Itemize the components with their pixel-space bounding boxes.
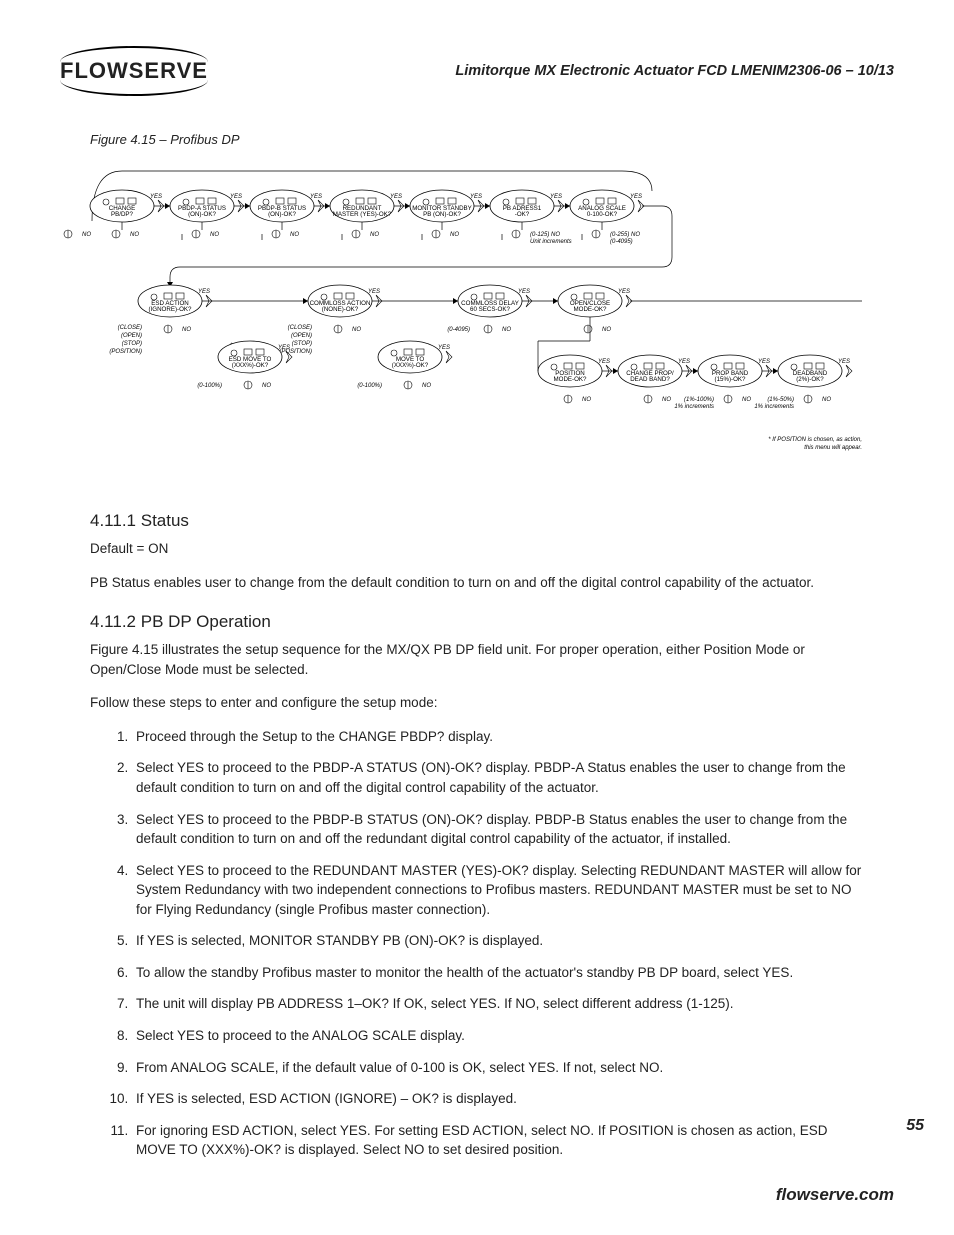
- svg-text:NO: NO: [290, 232, 299, 238]
- svg-text:NO: NO: [422, 383, 431, 389]
- body-content: 4.11.1 Status Default = ON PB Status ena…: [60, 511, 894, 1160]
- status-desc: PB Status enables user to change from th…: [90, 573, 864, 593]
- svg-text:NO: NO: [370, 232, 379, 238]
- svg-text:YES: YES: [838, 359, 850, 365]
- svg-text:NO: NO: [130, 232, 139, 238]
- svg-text:(ON)-OK?: (ON)-OK?: [188, 211, 216, 218]
- svg-text:60 SECS-OK?: 60 SECS-OK?: [470, 306, 510, 313]
- svg-text:MODE-OK?: MODE-OK?: [573, 306, 607, 313]
- svg-text:(STOP): (STOP): [292, 341, 312, 347]
- step-item: Select YES to proceed to the REDUNDANT M…: [132, 861, 864, 920]
- step-item: Select YES to proceed to the PBDP-A STAT…: [132, 758, 864, 797]
- document-title: Limitorque MX Electronic Actuator FCD LM…: [455, 63, 894, 79]
- svg-text:(NONE)-OK?: (NONE)-OK?: [322, 306, 359, 313]
- svg-text:(15%)-OK?: (15%)-OK?: [715, 376, 747, 383]
- step-item: For ignoring ESD ACTION, select YES. For…: [132, 1121, 864, 1160]
- svg-text:NO: NO: [822, 397, 831, 403]
- page-header: FLOWSERVE Limitorque MX Electronic Actua…: [60, 50, 894, 92]
- svg-text:YES: YES: [230, 194, 242, 200]
- svg-text:(0-100%): (0-100%): [197, 383, 222, 389]
- svg-text:NO: NO: [210, 232, 219, 238]
- svg-text:(0-100%): (0-100%): [357, 383, 382, 389]
- svg-text:(OPEN): (OPEN): [291, 333, 312, 339]
- svg-text:NO: NO: [182, 327, 191, 333]
- step-item: From ANALOG SCALE, if the default value …: [132, 1058, 864, 1078]
- steps-list: Proceed through the Setup to the CHANGE …: [90, 727, 864, 1160]
- svg-text:YES: YES: [310, 194, 322, 200]
- svg-text:(XXX%)-OK?: (XXX%)-OK?: [232, 362, 269, 369]
- step-item: The unit will display PB ADDRESS 1–OK? I…: [132, 994, 864, 1014]
- svg-text:NO: NO: [662, 397, 671, 403]
- step-item: If YES is selected, ESD ACTION (IGNORE) …: [132, 1089, 864, 1109]
- svg-text:NO: NO: [582, 397, 591, 403]
- flowserve-logo: FLOWSERVE: [60, 50, 208, 92]
- step-item: If YES is selected, MONITOR STANDBY PB (…: [132, 931, 864, 951]
- svg-text:NO: NO: [502, 327, 511, 333]
- svg-text:(1%-50%): (1%-50%): [767, 397, 794, 403]
- svg-text:MASTER (YES)-OK?: MASTER (YES)-OK?: [333, 211, 392, 218]
- svg-text:NO: NO: [262, 383, 271, 389]
- svg-text:YES: YES: [758, 359, 770, 365]
- svg-text:(STOP): (STOP): [122, 341, 142, 347]
- step-item: Select YES to proceed to the PBDP-B STAT…: [132, 810, 864, 849]
- step-item: Proceed through the Setup to the CHANGE …: [132, 727, 864, 747]
- svg-text:YES: YES: [518, 289, 530, 295]
- svg-text:(OPEN): (OPEN): [121, 333, 142, 339]
- section-4-11-2-heading: 4.11.2 PB DP Operation: [90, 612, 864, 632]
- svg-text:YES: YES: [278, 345, 290, 351]
- svg-text:YES: YES: [438, 345, 450, 351]
- svg-text:(0-125) NO: (0-125) NO: [530, 232, 560, 238]
- svg-text:YES: YES: [598, 359, 610, 365]
- svg-text:(CLOSE): (CLOSE): [118, 325, 142, 331]
- svg-text:YES: YES: [630, 194, 642, 200]
- svg-text:YES: YES: [678, 359, 690, 365]
- svg-text:this menu will appear.: this menu will appear.: [804, 445, 862, 451]
- svg-text:DEAD BAND?: DEAD BAND?: [630, 376, 670, 383]
- svg-text:(0-255) NO: (0-255) NO: [610, 232, 640, 238]
- svg-text:NO: NO: [450, 232, 459, 238]
- svg-text:(XXX%)-OK?: (XXX%)-OK?: [392, 362, 429, 369]
- svg-text:(2%)-OK?: (2%)-OK?: [796, 376, 824, 383]
- svg-text:(0-4095): (0-4095): [447, 327, 470, 333]
- svg-text:(POSITION): (POSITION): [109, 349, 142, 355]
- svg-text:YES: YES: [618, 289, 630, 295]
- svg-text:* If POSITION is chosen, as ac: * If POSITION is chosen, as action,: [768, 437, 862, 443]
- svg-text:(IGNORE)-OK?: (IGNORE)-OK?: [149, 306, 193, 313]
- svg-text:(CLOSE): (CLOSE): [288, 325, 312, 331]
- svg-text:YES: YES: [390, 194, 402, 200]
- svg-text:Unit increments: Unit increments: [530, 239, 572, 245]
- svg-text:NO: NO: [352, 327, 361, 333]
- svg-text:1% increments: 1% increments: [674, 404, 714, 410]
- svg-text:-OK?: -OK?: [515, 211, 530, 218]
- svg-text:YES: YES: [198, 289, 210, 295]
- figure-caption: Figure 4.15 – Profibus DP: [90, 132, 894, 147]
- profibus-flowchart: CHANGEPB/DP?YESNOPBDP-A STATUS(ON)-OK?YE…: [60, 161, 894, 481]
- steps-lead: Follow these steps to enter and configur…: [90, 693, 864, 713]
- svg-text:YES: YES: [368, 289, 380, 295]
- site-url: flowserve.com: [776, 1185, 894, 1205]
- section-4-11-1-heading: 4.11.1 Status: [90, 511, 864, 531]
- svg-text:(0-4095): (0-4095): [610, 239, 633, 245]
- svg-text:(ON)-OK?: (ON)-OK?: [268, 211, 296, 218]
- step-item: Select YES to proceed to the ANALOG SCAL…: [132, 1026, 864, 1046]
- svg-text:1% increments: 1% increments: [754, 404, 794, 410]
- svg-text:NO: NO: [742, 397, 751, 403]
- svg-text:PB (ON)-OK?: PB (ON)-OK?: [423, 211, 461, 218]
- svg-text:PB/DP?: PB/DP?: [111, 211, 134, 218]
- svg-text:YES: YES: [550, 194, 562, 200]
- step-item: To allow the standby Profibus master to …: [132, 963, 864, 983]
- default-line: Default = ON: [90, 539, 864, 559]
- page-number: 55: [906, 1117, 924, 1135]
- operation-intro: Figure 4.15 illustrates the setup sequen…: [90, 640, 864, 679]
- svg-text:YES: YES: [150, 194, 162, 200]
- svg-text:NO: NO: [82, 232, 91, 238]
- svg-text:YES: YES: [470, 194, 482, 200]
- svg-text:0-100-OK?: 0-100-OK?: [587, 211, 618, 218]
- svg-text:NO: NO: [602, 327, 611, 333]
- svg-text:MODE-OK?: MODE-OK?: [553, 376, 587, 383]
- svg-text:(1%-100%): (1%-100%): [684, 397, 714, 403]
